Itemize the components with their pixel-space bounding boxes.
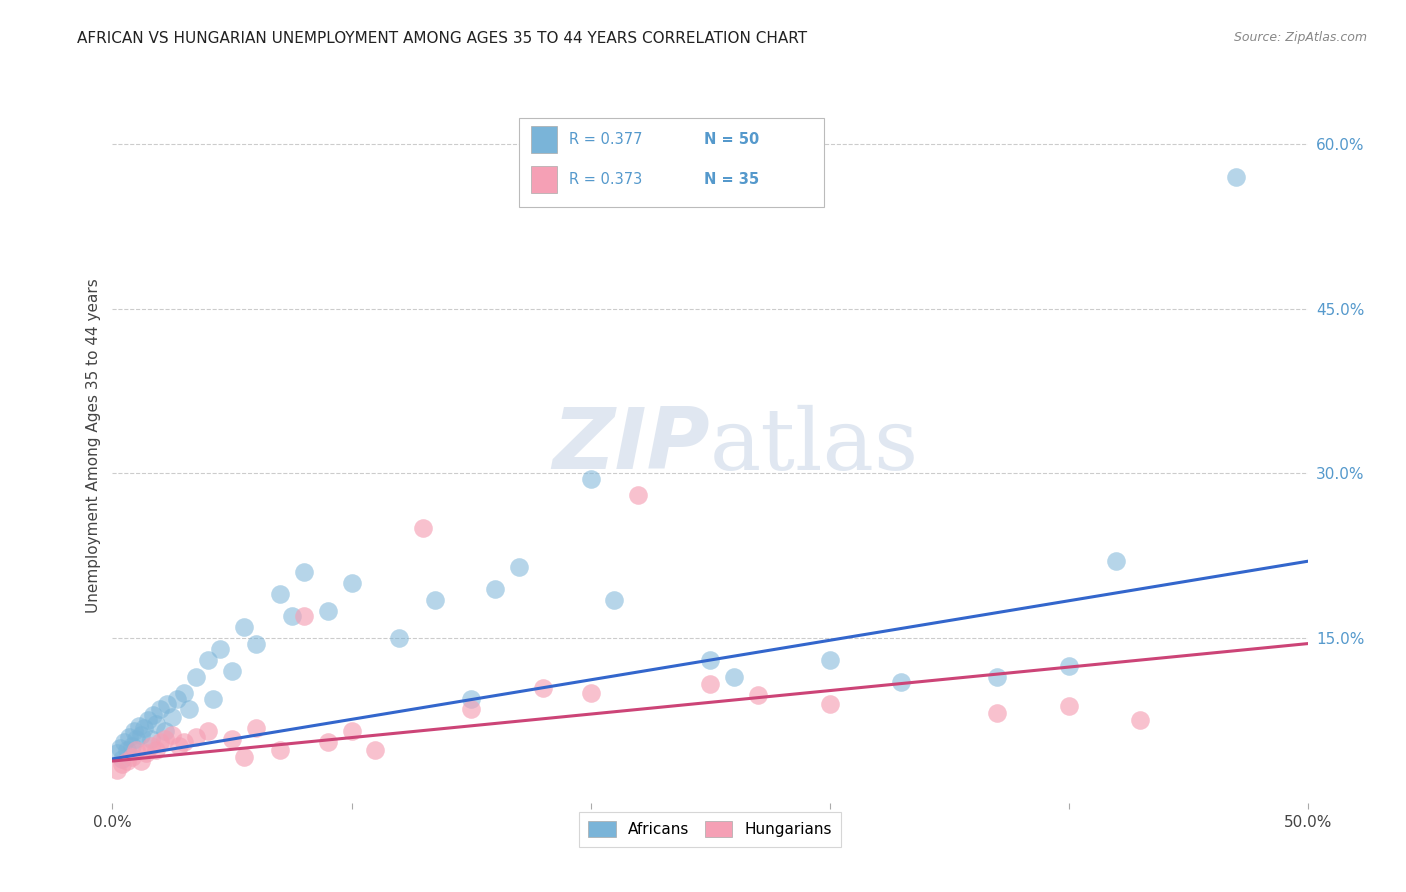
Point [221,664,243,678]
Point [269,743,291,757]
FancyBboxPatch shape [519,118,824,207]
Point [245,637,267,651]
Point [627,488,650,502]
Point [149,702,172,716]
Point [388,631,411,645]
Point [186,730,208,744]
Point [603,592,626,607]
Point [1057,658,1080,673]
Point [129,754,152,768]
Point [579,472,602,486]
Point [118,730,141,744]
Point [145,743,167,757]
Point [105,747,128,761]
Point [128,719,150,733]
Bar [531,127,557,153]
Point [135,747,157,761]
Point [245,721,267,735]
Point [111,752,134,766]
Point [460,691,482,706]
Point [1105,554,1128,568]
Point [1225,169,1247,184]
Point [233,749,256,764]
Text: R = 0.373: R = 0.373 [569,171,643,186]
Y-axis label: Unemployment Among Ages 35 to 44 years: Unemployment Among Ages 35 to 44 years [86,278,101,614]
Point [121,739,143,753]
Point [114,735,135,749]
Point [169,739,191,753]
Point [699,677,721,691]
Point [221,732,243,747]
Point [233,620,256,634]
Point [292,566,315,580]
Point [122,724,145,739]
Point [1057,699,1080,714]
Point [508,559,530,574]
Point [138,714,160,728]
Point [156,697,179,711]
Point [129,728,152,742]
Point [166,691,188,706]
Point [425,592,447,607]
Text: N = 50: N = 50 [704,132,759,147]
Point [818,653,841,667]
Point [186,669,208,683]
Point [986,706,1008,720]
Point [111,757,134,772]
Point [108,740,131,755]
Point [197,653,219,667]
Bar [531,166,557,193]
Point [162,710,183,724]
Text: R = 0.377: R = 0.377 [569,132,643,147]
Point [340,576,363,591]
Point [316,604,339,618]
Point [986,669,1008,683]
Point [139,732,162,747]
Point [197,724,219,739]
Point [340,724,363,739]
Point [292,609,315,624]
Point [173,735,195,749]
Point [747,688,769,702]
Point [125,732,148,747]
Point [484,582,506,596]
Point [145,716,167,731]
Point [125,743,148,757]
Point [149,735,172,749]
Point [139,739,162,753]
Legend: Africans, Hungarians: Africans, Hungarians [579,813,841,847]
Point [818,697,841,711]
Point [162,728,183,742]
Text: N = 35: N = 35 [704,171,759,186]
Point [121,749,143,764]
Point [412,521,434,535]
Point [1129,714,1152,728]
Point [579,686,602,700]
Point [699,653,721,667]
Text: ZIP: ZIP [553,404,710,488]
Point [364,743,387,757]
Point [177,702,200,716]
Point [460,702,482,716]
Point [201,691,224,706]
Point [209,642,232,657]
Text: atlas: atlas [710,404,920,488]
Point [890,675,912,690]
Point [115,743,138,757]
Point [723,669,745,683]
Point [153,732,176,747]
Point [105,763,128,777]
Text: AFRICAN VS HUNGARIAN UNEMPLOYMENT AMONG AGES 35 TO 44 YEARS CORRELATION CHART: AFRICAN VS HUNGARIAN UNEMPLOYMENT AMONG … [77,31,807,46]
Text: Source: ZipAtlas.com: Source: ZipAtlas.com [1233,31,1367,45]
Point [173,686,195,700]
Point [269,587,291,601]
Point [316,735,339,749]
Point [531,681,554,695]
Point [153,724,176,739]
Point [132,721,155,735]
Point [115,754,138,768]
Point [281,609,304,624]
Point [142,708,165,723]
